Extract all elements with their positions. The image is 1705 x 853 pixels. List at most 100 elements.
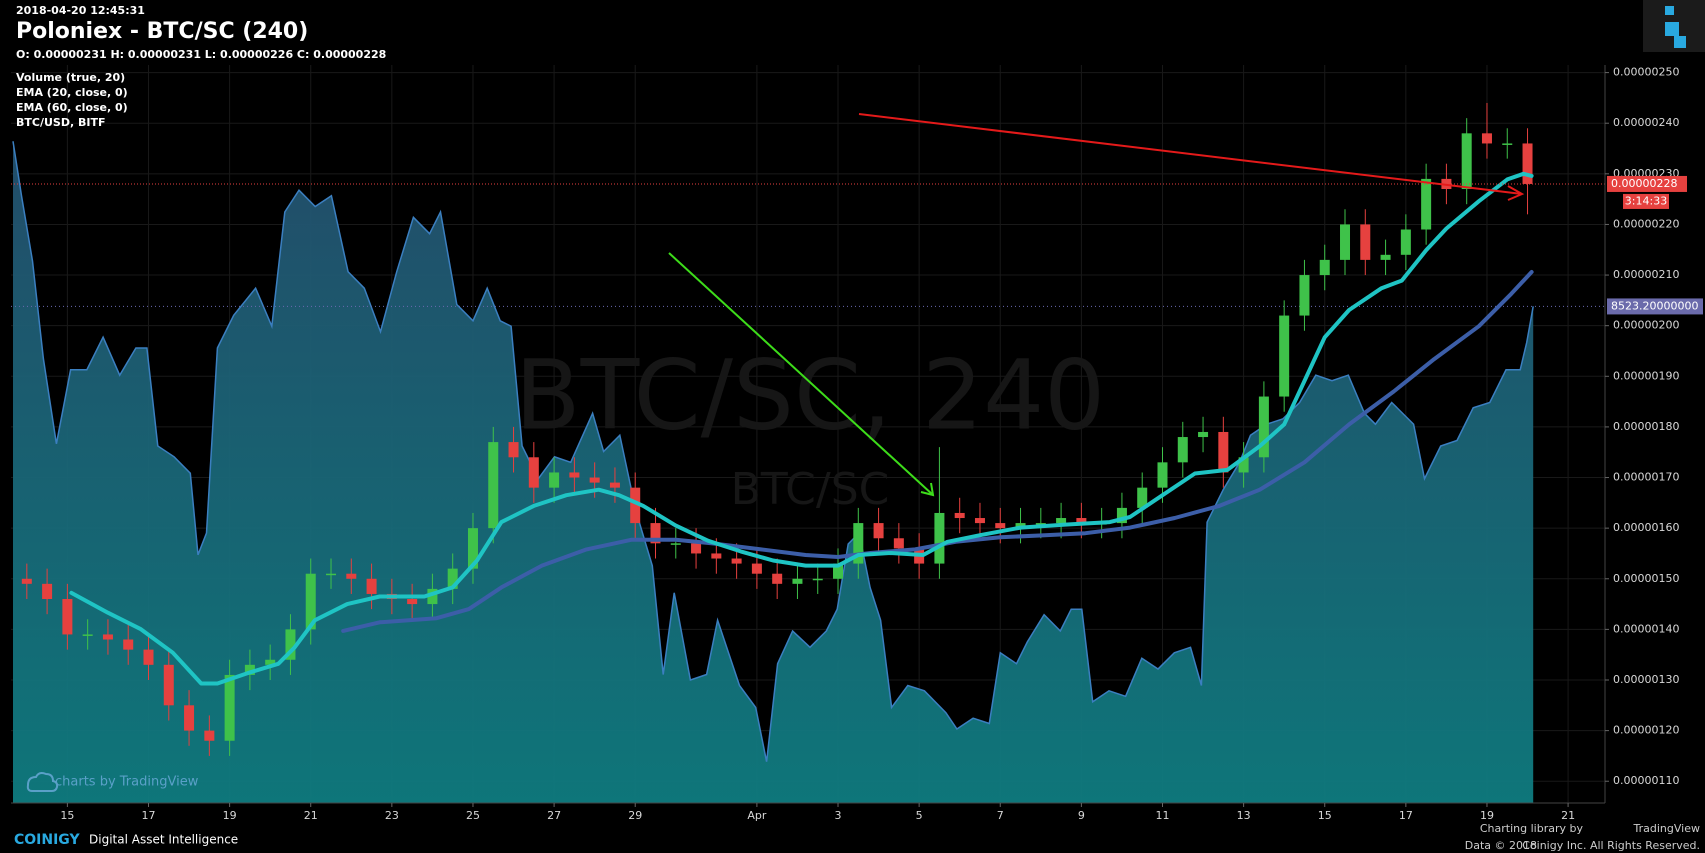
candle-body xyxy=(630,487,641,524)
candle-body xyxy=(1299,275,1310,316)
chart-title: Poloniex - BTC/SC (240) xyxy=(16,19,308,44)
y-tick-label: 0.00000150 xyxy=(1613,572,1679,585)
candle-body xyxy=(711,553,722,559)
x-tick-label: 19 xyxy=(223,809,237,822)
candle-body xyxy=(934,512,945,564)
footer-tagline: Digital Asset Intelligence xyxy=(89,833,238,847)
x-tick-label: 9 xyxy=(1078,809,1085,822)
candle-body xyxy=(650,523,661,544)
candle-body xyxy=(346,573,357,579)
x-tick-label: 27 xyxy=(547,809,561,822)
last-price-box xyxy=(1607,175,1687,192)
legend-entry: BTC/USD, BITF xyxy=(16,116,105,129)
candle-body xyxy=(691,543,702,554)
candle-body xyxy=(82,634,93,636)
candle-body xyxy=(1258,396,1269,458)
x-tick-label: 19 xyxy=(1480,809,1494,822)
footer-rights: Coinigy Inc. All Rights Reserved. xyxy=(1522,839,1700,852)
x-tick-label: Apr xyxy=(747,809,767,822)
candle-body xyxy=(143,649,154,665)
candle-body xyxy=(833,563,844,579)
candle-body xyxy=(589,477,600,483)
x-tick-label: 17 xyxy=(1399,809,1413,822)
ema-line xyxy=(341,270,1534,633)
candle-body xyxy=(224,674,235,741)
candle-body xyxy=(569,472,580,478)
candle-body xyxy=(508,442,519,458)
candle-body xyxy=(812,578,823,581)
candle-body xyxy=(1319,259,1330,276)
area-line xyxy=(12,141,1534,762)
logo xyxy=(1643,0,1705,52)
candle-body xyxy=(1481,133,1492,144)
candle-body xyxy=(123,639,134,650)
last-value-box xyxy=(1607,298,1703,315)
x-tick-label: 15 xyxy=(60,809,74,822)
footer-library-name: TradingView xyxy=(1633,822,1700,835)
y-tick-label: 0.00000250 xyxy=(1613,66,1679,79)
candle-body xyxy=(1198,431,1209,438)
candle-body xyxy=(305,573,316,630)
candle-body xyxy=(1056,518,1067,524)
candle-body xyxy=(1502,143,1513,145)
candle-body xyxy=(467,528,478,569)
y-tick-label: 0.00000120 xyxy=(1613,724,1679,737)
y-tick-label: 0.00000130 xyxy=(1613,673,1679,686)
candle-body xyxy=(1360,224,1371,260)
candle-body xyxy=(751,563,762,574)
y-tick-label: 0.00000180 xyxy=(1613,420,1679,433)
candle-body xyxy=(1461,133,1472,190)
x-tick-label: 25 xyxy=(466,809,480,822)
y-tick-label: 0.00000170 xyxy=(1613,471,1679,484)
candle-body xyxy=(609,482,620,488)
candle-body xyxy=(1177,437,1188,463)
candle-body xyxy=(62,599,73,635)
last-value-label: 8523.20000000 xyxy=(1611,299,1698,312)
candle-body xyxy=(1157,462,1168,488)
y-tick-label: 0.00000210 xyxy=(1613,268,1679,281)
candle-body xyxy=(265,659,276,665)
candle-body xyxy=(102,634,113,640)
last-price-label: 0.00000228 xyxy=(1611,177,1677,190)
legend-entry: EMA (60, close, 0) xyxy=(16,101,128,114)
countdown-box xyxy=(1623,193,1669,209)
x-tick-label: 11 xyxy=(1155,809,1169,822)
legend-entry: Volume (true, 20) xyxy=(16,71,125,84)
candle-body xyxy=(954,512,965,519)
x-tick-label: 13 xyxy=(1237,809,1251,822)
candle-body xyxy=(163,664,174,706)
candle-body xyxy=(528,457,539,488)
candle-body xyxy=(1522,143,1533,184)
candle-body xyxy=(1035,523,1046,525)
x-tick-label: 29 xyxy=(628,809,642,822)
footer-library: Charting library by xyxy=(1480,822,1584,835)
candle-body xyxy=(326,573,337,576)
candle-body xyxy=(873,523,884,539)
x-tick-label: 7 xyxy=(997,809,1004,822)
candle-body xyxy=(1340,224,1351,260)
x-tick-label: 21 xyxy=(1561,809,1575,822)
x-tick-label: 17 xyxy=(141,809,155,822)
candle-body xyxy=(792,578,803,584)
drawn-trendline xyxy=(858,113,1523,195)
candle-body xyxy=(974,518,985,524)
tradingview-badge: charts by TradingView xyxy=(26,772,199,792)
ema-line xyxy=(69,171,1534,686)
candle-body xyxy=(204,730,215,741)
ohlc-readout: O: 0.00000231 H: 0.00000231 L: 0.0000022… xyxy=(16,48,386,61)
candle-body xyxy=(42,583,53,600)
candle-body xyxy=(1137,487,1148,508)
footer-brand: COINIGY xyxy=(14,832,80,848)
y-tick-label: 0.00000220 xyxy=(1613,217,1679,230)
y-tick-label: 0.00000110 xyxy=(1613,774,1679,787)
y-tick-label: 0.00000240 xyxy=(1613,116,1679,129)
y-tick-label: 0.00000200 xyxy=(1613,319,1679,332)
arrowhead xyxy=(920,482,935,497)
timestamp: 2018-04-20 12:45:31 xyxy=(16,4,145,17)
candle-body xyxy=(1380,254,1391,260)
candle-body xyxy=(1218,431,1229,473)
watermark: BTC/SC, 240 xyxy=(515,339,1105,451)
candle-body xyxy=(1400,229,1411,255)
candle-body xyxy=(1076,518,1087,524)
